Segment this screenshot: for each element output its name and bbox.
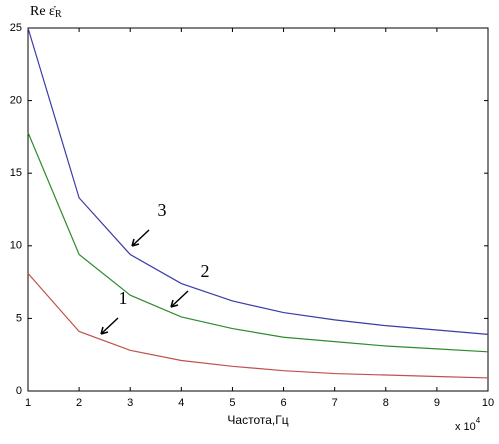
x-tick-label: 5	[229, 397, 235, 409]
x-multiplier-exp: 4	[476, 416, 481, 425]
y-label-main: Re ε̇	[30, 4, 56, 19]
x-multiplier: x 104	[455, 416, 481, 433]
arrow-head	[100, 326, 109, 335]
y-tick-label: 25	[10, 22, 22, 34]
x-label: Частота,Гц	[227, 413, 288, 427]
y-tick-label: 15	[10, 167, 22, 179]
x-tick-label: 4	[178, 397, 184, 409]
arrow	[131, 229, 150, 247]
x-tick-label: 7	[332, 397, 338, 409]
series-label: 2	[201, 261, 210, 281]
x-tick-label: 10	[482, 397, 494, 409]
x-tick-label: 1	[25, 397, 31, 409]
y-tick-label: 5	[16, 312, 22, 324]
arrow	[170, 290, 189, 308]
plot-frame	[27, 27, 489, 392]
series-line	[27, 27, 489, 335]
y-tick-label: 10	[10, 240, 22, 252]
x-multiplier-base: x 10	[455, 421, 476, 433]
arrow	[100, 317, 119, 335]
series-line	[27, 132, 489, 353]
x-tick-label: 2	[76, 397, 82, 409]
x-tick-label: 8	[383, 397, 389, 409]
series-label: 3	[158, 200, 167, 220]
x-tick-label: 9	[434, 397, 440, 409]
arrow-head	[131, 238, 140, 247]
y-tick-label: 0	[16, 385, 22, 397]
x-tick-label: 3	[127, 397, 133, 409]
arrow-head	[170, 299, 179, 308]
y-tick-label: 20	[10, 95, 22, 107]
y-label-sub: R	[55, 9, 62, 20]
x-tick-label: 6	[280, 397, 286, 409]
series-line	[27, 272, 489, 379]
arrows	[100, 229, 189, 335]
y-label: Re ε̇R	[30, 4, 62, 20]
series-label: 1	[119, 288, 128, 308]
